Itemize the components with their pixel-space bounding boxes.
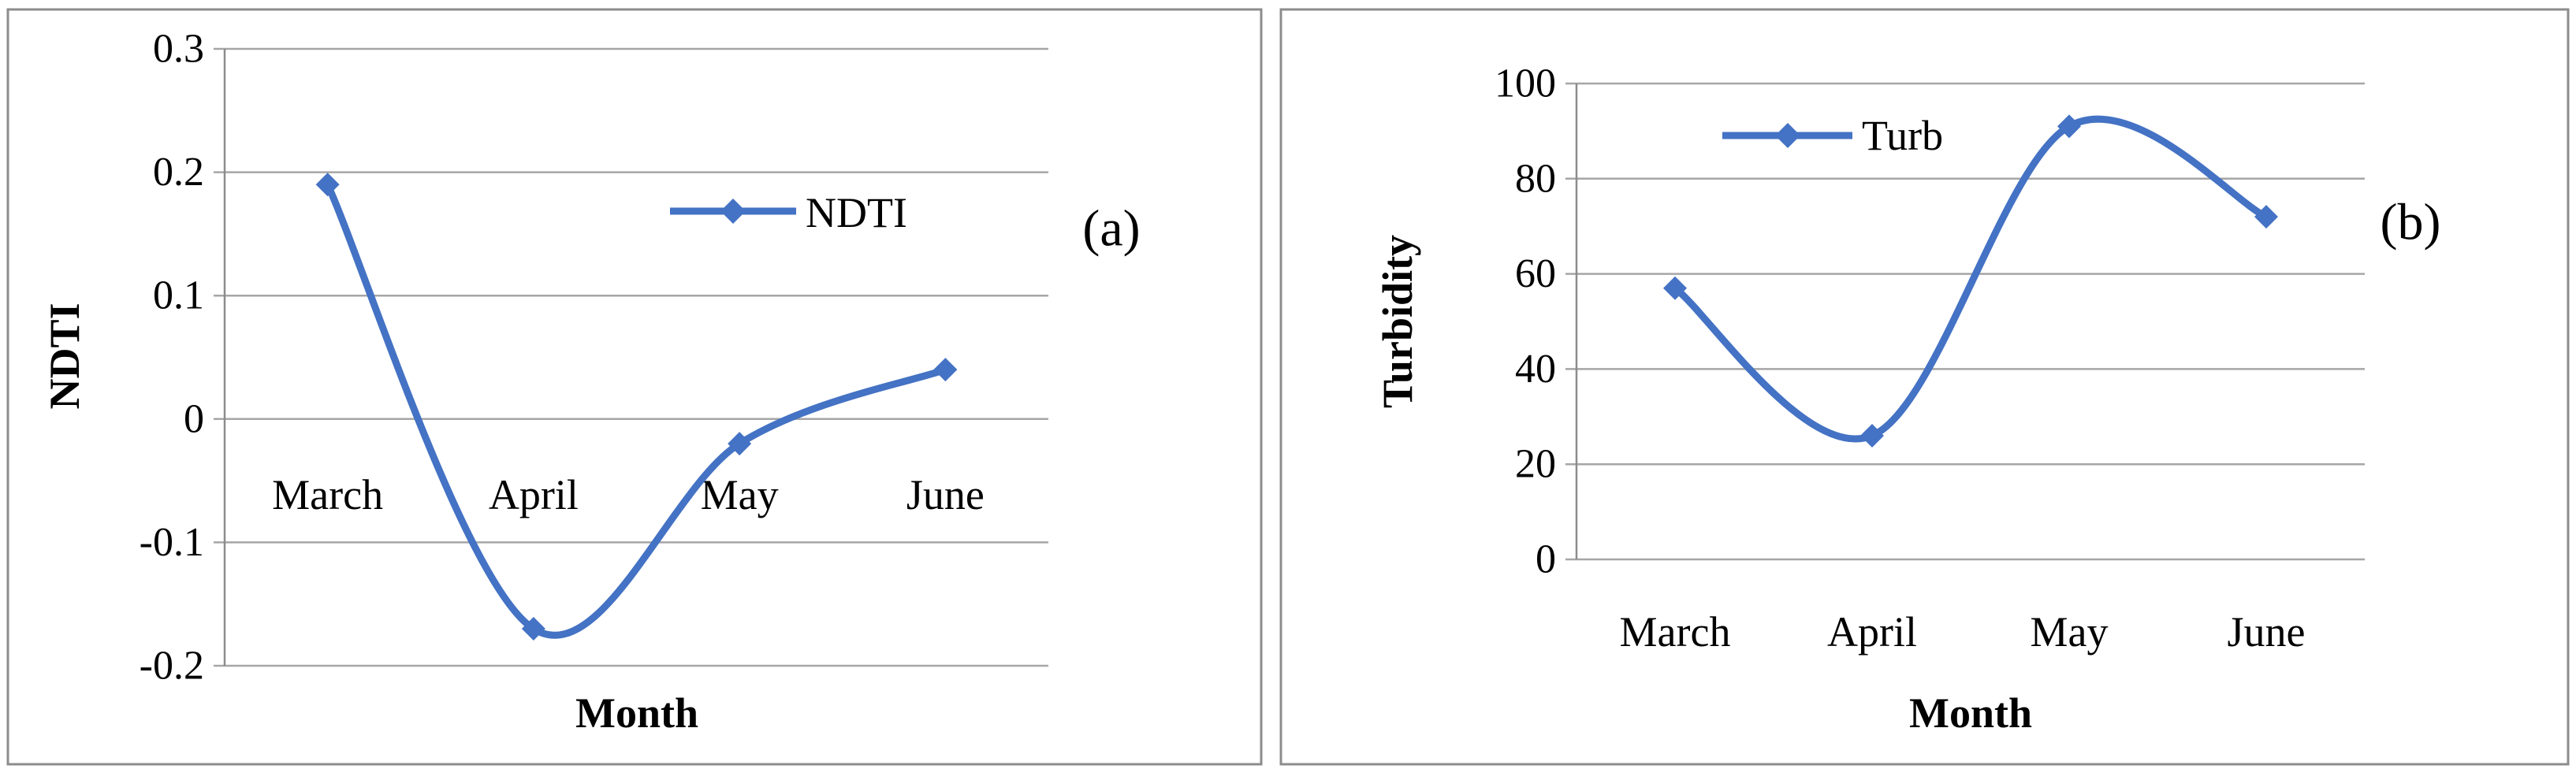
panel-a-x-tick-labels: March April May June bbox=[272, 471, 985, 518]
b-y-tick-label: 40 bbox=[1515, 347, 1556, 392]
panel-b-y-tick-labels: 100 80 60 40 20 0 bbox=[1495, 61, 1556, 582]
panel-a-series-line bbox=[324, 180, 949, 639]
a-x-tick-label: March bbox=[272, 471, 383, 518]
a-data-point bbox=[933, 358, 958, 382]
a-y-tick-label: 0.1 bbox=[153, 273, 204, 318]
panel-a-gridlines bbox=[214, 47, 1048, 667]
a-data-point bbox=[728, 432, 752, 456]
panel-b-legend: Turb bbox=[1722, 112, 1943, 159]
a-x-tick-label: April bbox=[489, 471, 579, 518]
panel-b-legend-marker bbox=[1775, 123, 1800, 148]
panel-a-y-tick-labels: 0.3 0.2 0.1 0 -0.1 -0.2 bbox=[140, 27, 204, 689]
a-x-tick-label: June bbox=[906, 471, 985, 518]
a-data-point bbox=[315, 173, 340, 197]
a-y-tick-label: 0.2 bbox=[153, 150, 204, 195]
a-data-point bbox=[521, 617, 545, 641]
panel-b-label: (b) bbox=[2381, 194, 2441, 251]
panel-a-label: (a) bbox=[1082, 200, 1140, 258]
b-data-point bbox=[1663, 276, 1687, 300]
b-x-tick-label: March bbox=[1620, 608, 1731, 656]
b-data-point bbox=[2254, 205, 2278, 229]
a-y-tick-label: -0.2 bbox=[140, 644, 204, 689]
panel-a-y-axis-title: NDTI bbox=[41, 303, 88, 409]
b-y-tick-label: 0 bbox=[1536, 537, 1556, 582]
b-data-point bbox=[1860, 423, 1884, 448]
panel-b-x-axis-title: Month bbox=[1909, 689, 2032, 737]
panel-a-legend-marker bbox=[720, 199, 746, 224]
panel-b-gridlines bbox=[1565, 82, 2365, 561]
chart-panel-a: 0.3 0.2 0.1 0 -0.1 -0.2 March April May June Mon… bbox=[6, 8, 1263, 766]
b-y-tick-label: 80 bbox=[1515, 156, 1556, 201]
panel-a-legend: NDTI bbox=[670, 189, 907, 236]
panel-b-legend-label: Turb bbox=[1862, 112, 1943, 159]
b-x-tick-label: June bbox=[2228, 608, 2306, 656]
a-y-tick-label: 0 bbox=[184, 396, 204, 441]
a-y-tick-label: 0.3 bbox=[153, 27, 204, 72]
b-x-tick-label: April bbox=[1827, 608, 1917, 656]
panel-b-markers bbox=[1663, 114, 2278, 448]
b-x-tick-label: May bbox=[2031, 608, 2109, 656]
b-y-tick-label: 100 bbox=[1495, 61, 1556, 106]
panel-b-y-axis-title: Turbidity bbox=[1374, 235, 1421, 408]
panel-a-frame bbox=[6, 8, 1263, 766]
a-y-tick-label: -0.1 bbox=[140, 520, 204, 565]
panel-a-legend-label: NDTI bbox=[806, 189, 907, 236]
panel-b-frame bbox=[1279, 8, 2570, 766]
b-data-point bbox=[2057, 114, 2081, 139]
chart-panel-b: 100 80 60 40 20 0 March April May June Month Tur… bbox=[1279, 8, 2570, 766]
b-y-tick-label: 60 bbox=[1515, 251, 1556, 296]
a-x-tick-label: May bbox=[701, 471, 779, 518]
panel-b-series-line bbox=[1671, 115, 2270, 443]
panel-a-x-axis-title: Month bbox=[575, 689, 698, 737]
panel-b-x-tick-labels: March April May June bbox=[1620, 608, 2306, 656]
panel-a-markers bbox=[315, 173, 958, 641]
b-y-tick-label: 20 bbox=[1515, 442, 1556, 487]
